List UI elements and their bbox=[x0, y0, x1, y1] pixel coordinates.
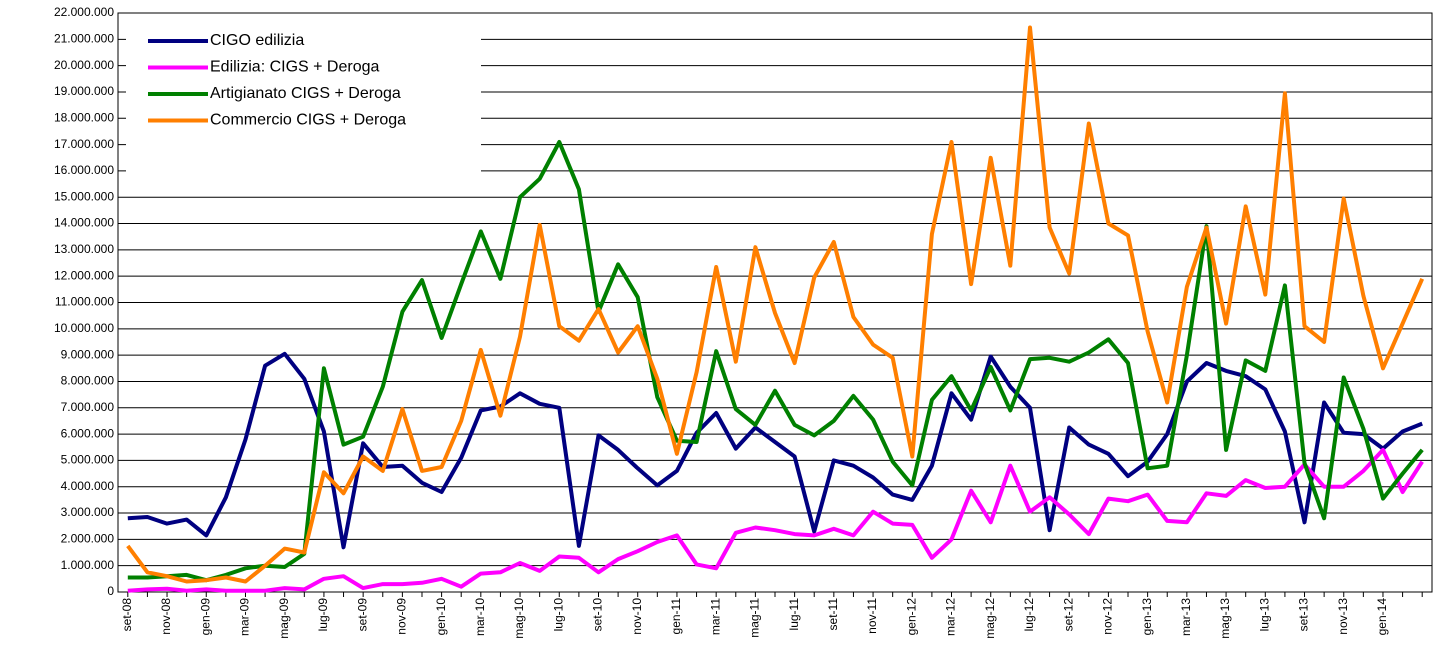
y-tick-label: 4.000.000 bbox=[61, 479, 115, 493]
x-tick-label: set-11 bbox=[826, 598, 840, 631]
x-tick-label: lug-11 bbox=[787, 598, 801, 631]
x-tick-label: nov-09 bbox=[395, 598, 409, 635]
y-tick-label: 9.000.000 bbox=[61, 347, 115, 361]
x-tick-label: gen-12 bbox=[904, 598, 918, 636]
x-tick-label: mar-11 bbox=[708, 598, 722, 635]
y-tick-label: 2.000.000 bbox=[61, 532, 115, 546]
x-tick-label: nov-12 bbox=[1101, 598, 1115, 635]
x-tick-label: nov-08 bbox=[159, 598, 173, 635]
series-line bbox=[127, 351, 1423, 550]
x-tick-label: nov-13 bbox=[1336, 598, 1350, 635]
legend-label: Commercio CIGS + Deroga bbox=[210, 112, 406, 129]
x-tick-label: set-10 bbox=[591, 598, 605, 632]
y-tick-label: 13.000.000 bbox=[54, 242, 114, 256]
y-tick-label: 18.000.000 bbox=[54, 110, 114, 124]
x-tick-label: gen-09 bbox=[198, 598, 212, 636]
x-tick-label: lug-12 bbox=[1022, 598, 1036, 632]
x-tick-label: mag-09 bbox=[277, 598, 291, 639]
y-tick-label: 17.000.000 bbox=[54, 137, 114, 151]
x-tick-label: mar-10 bbox=[473, 598, 487, 636]
x-tick-label: mag-10 bbox=[512, 598, 526, 639]
y-tick-label: 15.000.000 bbox=[54, 189, 114, 203]
y-tick-label: 19.000.000 bbox=[54, 84, 114, 98]
y-tick-label: 0 bbox=[107, 584, 114, 598]
y-tick-label: 21.000.000 bbox=[54, 31, 114, 45]
x-tick-label: lug-10 bbox=[551, 598, 565, 632]
x-tick-label: gen-10 bbox=[434, 598, 448, 636]
x-tick-label: mag-11 bbox=[748, 598, 762, 638]
y-tick-label: 20.000.000 bbox=[54, 58, 114, 72]
y-tick-label: 16.000.000 bbox=[54, 163, 114, 177]
y-tick-label: 10.000.000 bbox=[54, 321, 114, 335]
x-tick-label: set-09 bbox=[355, 598, 369, 632]
series-line bbox=[126, 25, 1425, 584]
x-tick-label: gen-11 bbox=[669, 598, 683, 635]
x-tick-label: nov-10 bbox=[630, 598, 644, 635]
x-tick-label: set-12 bbox=[1061, 598, 1075, 632]
x-tick-label: mag-12 bbox=[983, 598, 997, 639]
y-tick-label: 3.000.000 bbox=[61, 505, 115, 519]
x-tick-label: lug-09 bbox=[316, 598, 330, 632]
y-tick-label: 12.000.000 bbox=[54, 268, 114, 282]
y-tick-label: 1.000.000 bbox=[61, 558, 115, 572]
y-tick-label: 5.000.000 bbox=[61, 453, 115, 467]
series-line bbox=[127, 447, 1424, 593]
x-tick-label: set-08 bbox=[120, 598, 134, 632]
x-tick-label: gen-14 bbox=[1375, 598, 1389, 636]
y-tick-label: 22.000.000 bbox=[54, 5, 114, 19]
x-tick-label: mar-12 bbox=[944, 598, 958, 636]
x-tick-label: gen-13 bbox=[1140, 598, 1154, 636]
legend-label: Edilizia: CIGS + Deroga bbox=[210, 59, 380, 76]
x-tick-label: mag-13 bbox=[1218, 598, 1232, 639]
x-tick-label: nov-11 bbox=[865, 598, 879, 634]
legend-label: CIGO edilizia bbox=[210, 32, 304, 49]
y-tick-label: 7.000.000 bbox=[61, 400, 115, 414]
y-tick-label: 8.000.000 bbox=[61, 374, 115, 388]
x-tick-label: mar-13 bbox=[1179, 598, 1193, 636]
y-tick-label: 6.000.000 bbox=[61, 426, 115, 440]
series-line bbox=[127, 140, 1424, 583]
legend-label: Artigianato CIGS + Deroga bbox=[210, 85, 401, 102]
x-tick-label: set-13 bbox=[1297, 598, 1311, 632]
x-tick-label: lug-13 bbox=[1257, 598, 1271, 632]
y-tick-label: 11.000.000 bbox=[55, 295, 114, 309]
legend-box bbox=[126, 29, 481, 177]
x-tick-label: mar-09 bbox=[238, 598, 252, 636]
y-tick-label: 14.000.000 bbox=[54, 216, 114, 230]
